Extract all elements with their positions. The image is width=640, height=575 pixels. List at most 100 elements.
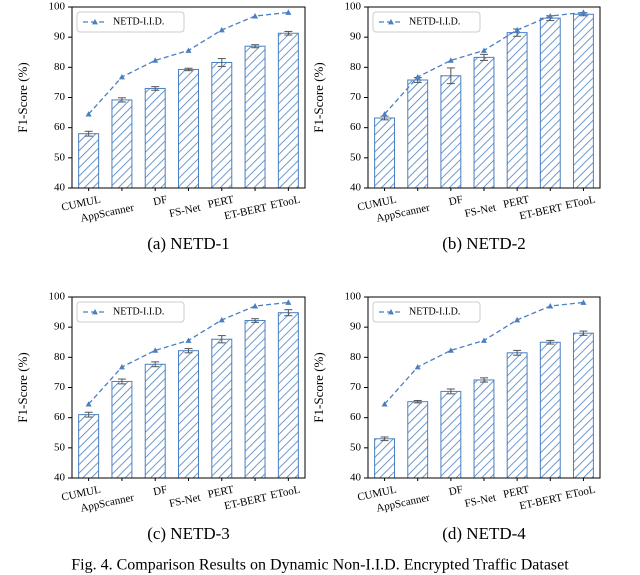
y-tick-label: 80 [350, 351, 362, 363]
bar [178, 68, 199, 189]
y-tick-label: 90 [54, 31, 66, 43]
y-tick-label: 100 [345, 1, 362, 13]
error-bar [251, 318, 260, 323]
line-marker [252, 303, 259, 309]
line-marker [414, 363, 421, 370]
figure-caption: Fig. 4. Comparison Results on Dynamic No… [71, 557, 569, 574]
error-bar [446, 67, 455, 85]
y-tick-label: 50 [350, 441, 362, 453]
bar [78, 133, 100, 189]
error-bar [151, 361, 160, 368]
y-tick-label: 40 [350, 472, 362, 484]
bar [407, 79, 429, 189]
line-marker [185, 47, 192, 53]
error-bar [546, 339, 555, 345]
x-tick-label: FS-Net [168, 492, 202, 510]
legend-label: NETD-I.I.D. [113, 306, 164, 317]
bar [111, 380, 133, 479]
bar [473, 56, 495, 189]
error-bar [513, 349, 522, 356]
error-bar [84, 130, 93, 137]
y-tick-label: 50 [54, 151, 66, 163]
bar [111, 99, 133, 189]
legend-box [76, 301, 185, 323]
y-tick-label: 50 [350, 151, 362, 163]
y-tick-label: 40 [54, 472, 66, 484]
line-marker [381, 111, 388, 117]
y-axis-label: F1-Score (%) [15, 352, 30, 422]
line-marker [514, 26, 521, 33]
error-bar [480, 53, 488, 61]
y-tick-label: 80 [54, 61, 66, 73]
subplot-caption: (c) NETD-3 [147, 524, 230, 543]
x-tick-label: ETooL [269, 194, 301, 212]
bar [374, 117, 396, 189]
line-marker [218, 26, 225, 33]
y-tick-label: 90 [350, 321, 362, 333]
x-tick-label: DF [152, 484, 168, 499]
line-marker [580, 299, 587, 305]
bar [144, 87, 166, 189]
line-marker [152, 57, 159, 63]
y-tick-label: 70 [350, 91, 362, 103]
y-tick-label: 50 [54, 441, 66, 453]
error-bar [413, 399, 422, 404]
error-bar [380, 436, 389, 442]
bar [473, 379, 495, 479]
line-marker [85, 111, 92, 117]
x-tick-label: PERT [502, 484, 530, 501]
line-marker [252, 13, 259, 19]
error-bar [284, 30, 293, 36]
y-tick-label: 70 [54, 91, 66, 103]
y-tick-label: 80 [54, 351, 66, 363]
line-marker [85, 401, 92, 407]
line-marker [481, 337, 487, 343]
x-tick-label: PERT [207, 484, 235, 501]
y-tick-label: 90 [350, 31, 362, 43]
x-tick-label: DF [448, 194, 464, 209]
error-bar [184, 67, 193, 72]
legend-marker [388, 309, 394, 315]
bar [539, 17, 561, 189]
bar [440, 75, 462, 189]
error-bar [84, 411, 93, 418]
x-tick-label: ETooL [564, 194, 596, 212]
y-tick-label: 100 [49, 1, 66, 13]
line-marker [547, 13, 554, 19]
x-tick-label: ETooL [269, 484, 301, 502]
error-bar [579, 330, 588, 336]
y-tick-label: 100 [345, 291, 362, 303]
legend-box [372, 301, 481, 323]
bar [244, 45, 266, 189]
line-marker [118, 73, 125, 80]
line-marker [285, 9, 292, 15]
y-axis-label: F1-Score (%) [311, 62, 326, 132]
line-marker [414, 73, 421, 80]
y-tick-label: 60 [350, 121, 362, 133]
error-bar [184, 348, 193, 354]
y-tick-label: 70 [54, 381, 66, 393]
legend-box [76, 11, 185, 33]
bar [277, 312, 299, 479]
x-tick-label: PERT [502, 194, 530, 211]
legend-marker [92, 19, 98, 25]
line-marker [381, 401, 388, 407]
error-bar [284, 309, 293, 317]
line-marker [514, 316, 521, 323]
y-tick-label: 60 [54, 121, 66, 133]
bar [539, 341, 561, 479]
bar [440, 390, 462, 479]
subplot-caption: (b) NETD-2 [442, 234, 526, 253]
bar [211, 62, 233, 189]
line-marker [218, 316, 225, 323]
legend-label: NETD-I.I.D. [113, 16, 164, 27]
x-tick-label: DF [448, 484, 464, 499]
line-marker [118, 363, 125, 370]
error-bar [251, 44, 260, 49]
line-marker [547, 303, 554, 309]
y-tick-label: 100 [49, 291, 66, 303]
x-tick-label: DF [152, 194, 168, 209]
legend-label: NETD-I.I.D. [409, 306, 460, 317]
plot-frame [367, 296, 601, 479]
